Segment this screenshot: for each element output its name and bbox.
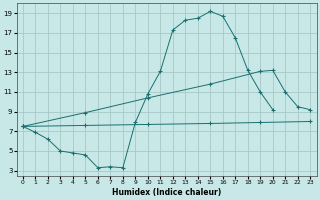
X-axis label: Humidex (Indice chaleur): Humidex (Indice chaleur) — [112, 188, 221, 197]
